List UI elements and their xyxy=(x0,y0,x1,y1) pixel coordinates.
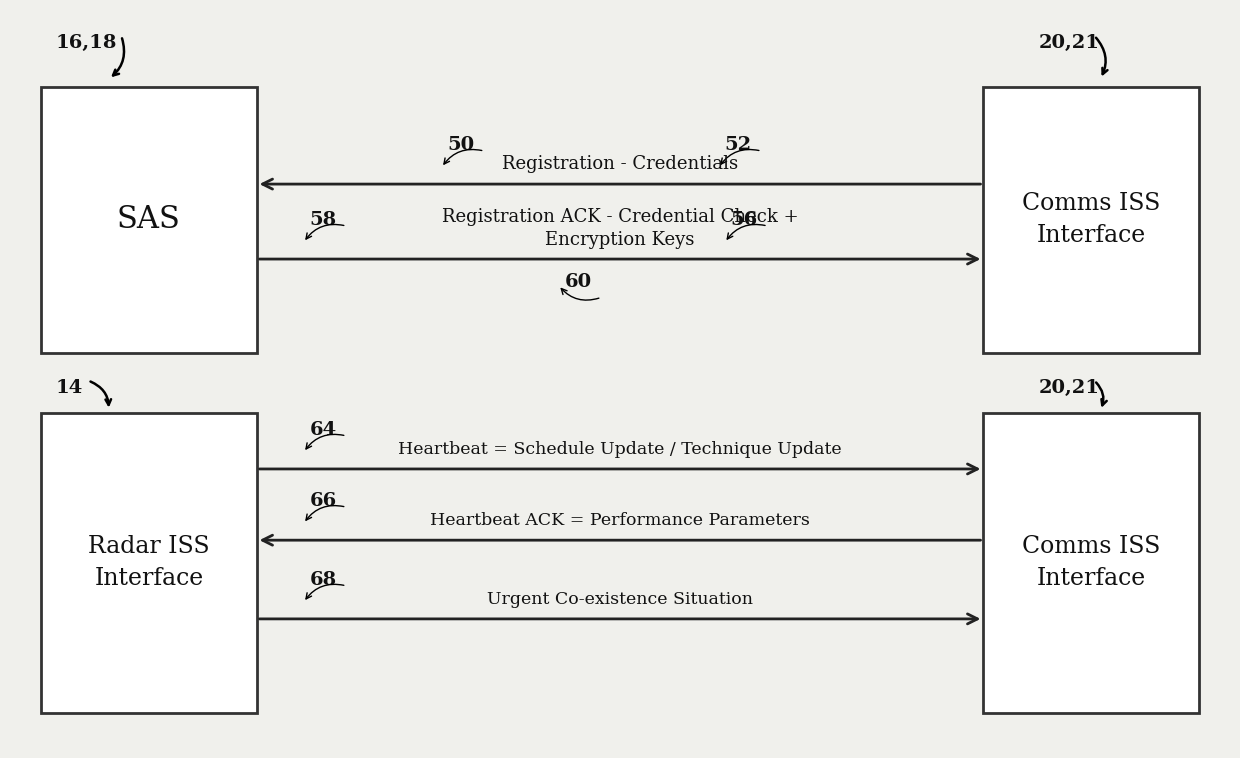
Text: Radar ISS
Interface: Radar ISS Interface xyxy=(88,535,210,590)
Text: 56: 56 xyxy=(730,211,758,229)
Text: Urgent Co-existence Situation: Urgent Co-existence Situation xyxy=(487,590,753,608)
Text: Comms ISS
Interface: Comms ISS Interface xyxy=(1022,193,1161,247)
Text: 50: 50 xyxy=(448,136,475,154)
Bar xyxy=(983,413,1199,713)
Text: 20,21: 20,21 xyxy=(1039,379,1100,397)
Bar xyxy=(983,86,1199,352)
Text: 16,18: 16,18 xyxy=(56,34,118,52)
Bar xyxy=(41,413,257,713)
Text: 64: 64 xyxy=(310,421,337,439)
Text: 60: 60 xyxy=(564,274,591,291)
Text: SAS: SAS xyxy=(117,204,181,235)
Text: Heartbeat ACK = Performance Parameters: Heartbeat ACK = Performance Parameters xyxy=(430,512,810,529)
Text: 68: 68 xyxy=(310,571,337,589)
Text: Heartbeat = Schedule Update / Technique Update: Heartbeat = Schedule Update / Technique … xyxy=(398,441,842,459)
Text: Comms ISS
Interface: Comms ISS Interface xyxy=(1022,535,1161,590)
Text: 52: 52 xyxy=(724,136,751,154)
Text: 58: 58 xyxy=(310,211,337,229)
Text: Registration - Credentials: Registration - Credentials xyxy=(502,155,738,173)
Text: 20,21: 20,21 xyxy=(1039,34,1100,52)
Text: 66: 66 xyxy=(310,492,337,510)
Bar xyxy=(41,86,257,352)
Text: 14: 14 xyxy=(56,379,83,397)
Text: Registration ACK - Credential Check +
Encryption Keys: Registration ACK - Credential Check + En… xyxy=(441,208,799,249)
